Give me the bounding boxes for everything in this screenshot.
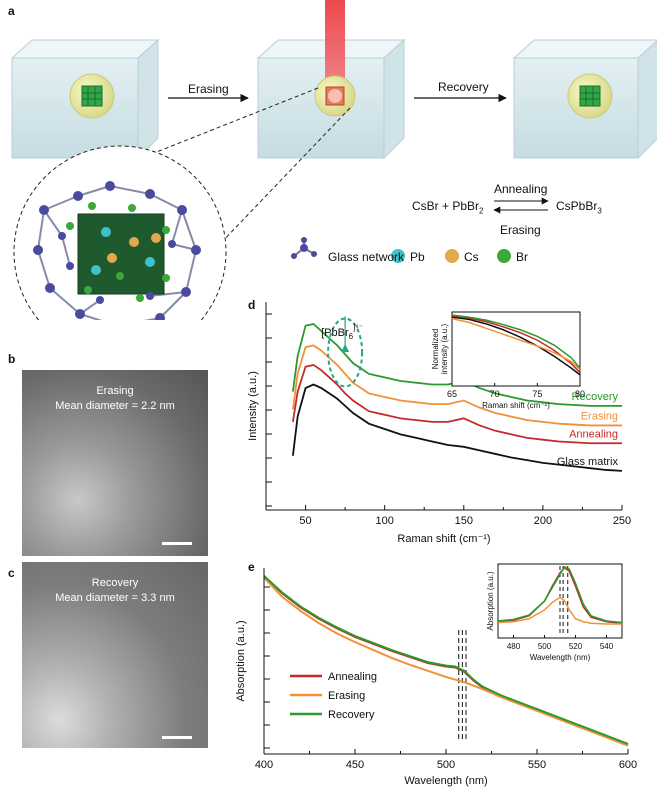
legend-label: Recovery (328, 709, 375, 721)
panel-e-label: e (248, 560, 255, 574)
tem-title: Erasing (96, 385, 134, 397)
inset-x-tick-label: 540 (600, 642, 614, 651)
tem-caption: Mean diameter = 2.2 nm (55, 400, 175, 412)
raman-chart: 50 100 150 200 250 Raman shift (cm⁻¹) Intensit… (247, 302, 631, 545)
inset-series-line (497, 565, 623, 624)
glass-network-icon (291, 237, 317, 259)
inset-y-axis-label: intensity (a.u.) (440, 324, 449, 375)
reaction-left: CsBr + PbBr2 (412, 199, 484, 216)
nanocrystal-cube-icon (579, 85, 601, 107)
inset-x-tick-label: 500 (538, 642, 552, 651)
x-tick-label: 450 (346, 759, 364, 771)
inset-x-tick-label: 520 (569, 642, 583, 651)
series-line (292, 344, 622, 427)
series-label: Erasing (581, 410, 618, 422)
reaction-forward-label: Annealing (494, 182, 548, 196)
cs-icon (445, 249, 459, 263)
inset-series-line (451, 317, 581, 371)
panel-a-schematic (10, 0, 657, 320)
series-line (263, 575, 629, 745)
x-axis-label: Raman shift (cm⁻¹) (397, 533, 490, 545)
glass-block-recovery (512, 39, 657, 160)
inset-series-line (451, 316, 581, 376)
inset-x-tick-label: 75 (532, 389, 542, 399)
panel-c-label: c (8, 566, 15, 580)
legend-label: Erasing (328, 690, 365, 702)
x-tick-label: 550 (528, 759, 546, 771)
annotation-label: [PbBr6]⁴⁻ (321, 323, 363, 341)
x-tick-label: 500 (437, 759, 455, 771)
x-tick-label: 600 (619, 759, 637, 771)
inset-y-axis-label: Normalized (431, 329, 440, 369)
series-line (292, 383, 623, 472)
panel-a-label: a (8, 4, 15, 18)
series-line (292, 363, 622, 445)
inset-x-tick-label: 80 (575, 389, 585, 399)
x-tick-label: 200 (534, 515, 552, 527)
inset-x-axis-label: Wavelength (nm) (530, 653, 591, 662)
series-label: Glass matrix (557, 456, 619, 468)
recovery-arrow-label: Recovery (438, 80, 489, 94)
legend-br: Br (516, 250, 528, 264)
y-axis-label: Absorption (a.u.) (235, 620, 247, 701)
x-tick-label: 250 (613, 515, 631, 527)
reaction-reverse-label: Erasing (500, 223, 541, 237)
inset-x-tick-label: 480 (507, 642, 521, 651)
scale-bar (162, 736, 192, 739)
inset-x-tick-label: 70 (490, 389, 500, 399)
x-axis-label: Wavelength (nm) (404, 775, 487, 787)
inset-series-line (451, 314, 581, 369)
legend-glass-network: Glass network (328, 250, 405, 264)
erasing-arrow-label: Erasing (188, 82, 229, 96)
x-tick-label: 50 (299, 515, 311, 527)
nanocrystal-cube-icon (81, 85, 103, 107)
highlight-ellipse (327, 317, 364, 388)
series-label: Recovery (572, 391, 619, 403)
tem-image-recovery: Recovery Mean diameter = 3.3 nm (22, 562, 208, 748)
panel-b-label: b (8, 352, 16, 366)
annotation-arrowhead (341, 344, 350, 352)
panel-d-label: d (248, 298, 256, 312)
scale-bar (162, 542, 192, 545)
inset-x-tick-label: 65 (447, 389, 457, 399)
tem-title: Recovery (91, 577, 139, 589)
nanocrystal-eroding-icon (325, 86, 345, 106)
atomic-structure-zoom (13, 145, 227, 320)
zoom-line (217, 107, 351, 247)
series-label: Annealing (569, 428, 618, 440)
x-tick-label: 400 (255, 759, 273, 771)
legend-pb: Pb (410, 250, 425, 264)
x-tick-label: 100 (375, 515, 393, 527)
inset-series-line (497, 596, 622, 625)
legend-cs: Cs (464, 250, 479, 264)
glass-block-initial (10, 38, 160, 160)
tem-image-erasing: Erasing Mean diameter = 2.2 nm (22, 370, 208, 556)
br-icon (497, 249, 511, 263)
absorption-chart: 400 450 500 550 600 Wavelength (nm) Absorption… (235, 563, 637, 787)
series-line (263, 577, 629, 747)
inset-x-axis-label: Raman shift (cm⁻¹) (482, 401, 550, 410)
glass-block-erasing (256, 0, 406, 160)
y-axis-label: Intensity (a.u.) (247, 371, 259, 441)
reaction-right: CsPbBr3 (556, 199, 602, 216)
tem-caption: Mean diameter = 3.3 nm (55, 592, 175, 604)
inset-y-axis-label: Absorption (a.u.) (486, 571, 495, 630)
laser-beam (325, 0, 345, 92)
x-tick-label: 150 (455, 515, 473, 527)
legend-label: Annealing (328, 671, 377, 683)
pb-icon (391, 249, 405, 263)
series-line (292, 323, 622, 407)
